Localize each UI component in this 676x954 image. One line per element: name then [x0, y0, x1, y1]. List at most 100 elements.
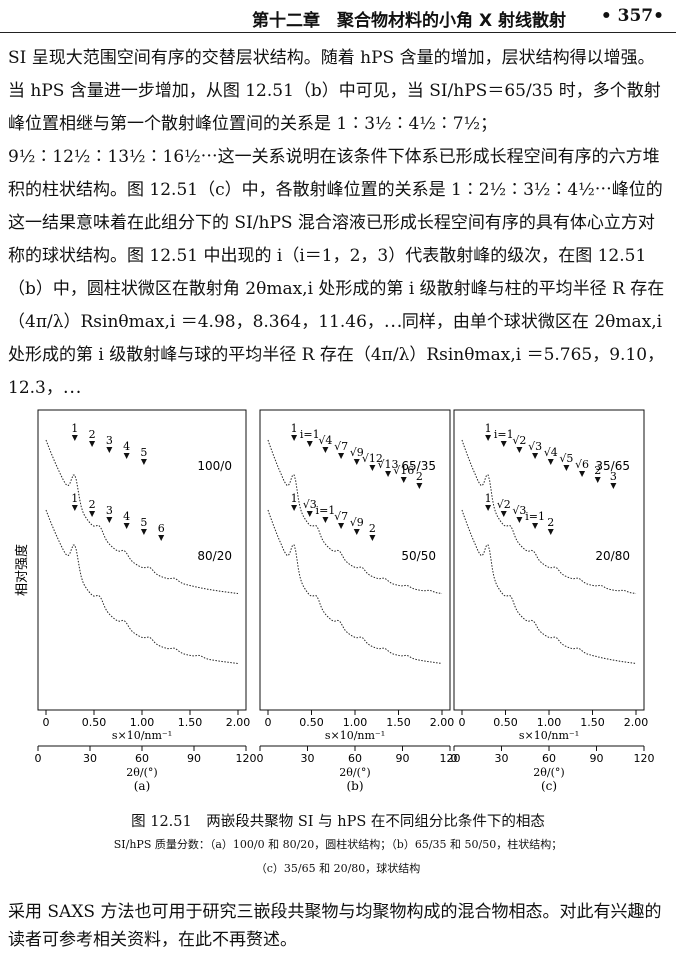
peak-label: 4 [123, 510, 130, 523]
peak-arrow [322, 447, 329, 453]
peak-arrow [71, 505, 78, 511]
theta-tick-label: 90 [590, 752, 604, 765]
peak-arrow [547, 529, 554, 535]
peak-label: √13 [378, 458, 399, 471]
peak-arrow [89, 511, 96, 517]
peak-label: 2 [594, 464, 601, 477]
peak-label: 3 [106, 504, 113, 517]
peak-arrow [306, 441, 313, 447]
peak-label: 2 [547, 516, 554, 529]
theta-tick-label: 30 [301, 752, 315, 765]
peak-label: 1 [485, 422, 492, 435]
peak-label: 1 [485, 492, 492, 505]
theta-tick-label: 60 [135, 752, 149, 765]
peak-label: √3 [512, 504, 526, 517]
saxs-curve [45, 509, 239, 664]
peak-arrow [89, 441, 96, 447]
s-tick-label: 0.50 [299, 716, 324, 729]
peak-label: 2 [416, 470, 423, 483]
peak-arrow [532, 453, 539, 459]
s-tick-label: 1.00 [130, 716, 155, 729]
peak-arrow [140, 459, 147, 465]
s-tick-label: 2.00 [226, 716, 251, 729]
peak-arrow [400, 477, 407, 483]
theta-tick-label: 60 [348, 752, 362, 765]
peak-arrow [485, 435, 492, 441]
peak-label: √16 [393, 464, 414, 477]
composition-label: 50/50 [401, 549, 436, 563]
theta-tick-label: 120 [634, 752, 655, 765]
peak-arrow [353, 459, 360, 465]
theta-tick-label: 30 [495, 752, 509, 765]
theta-axis-label: 2θ/(°) [339, 766, 370, 779]
saxs-curve [461, 439, 637, 594]
body-text: SI 呈现大范围空间有序的交替层状结构。随着 hPS 含量的增加，层状结构得以增… [8, 42, 668, 405]
composition-label: 65/35 [401, 459, 436, 473]
theta-axis-label: 2θ/(°) [126, 766, 157, 779]
s-tick-label: 2.00 [624, 716, 649, 729]
peak-arrow [579, 471, 586, 477]
figure-caption: 图 12.51 两嵌段共聚物 SI 与 hPS 在不同组分比条件下的相态 [131, 814, 545, 830]
peak-label: √5 [559, 452, 573, 465]
saxs-curve [267, 509, 443, 664]
peak-arrow [547, 459, 554, 465]
peak-arrow [500, 511, 507, 517]
theta-tick-label: 120 [236, 752, 257, 765]
closing-paragraph: 采用 SAXS 方法也可用于研究三嵌段共聚物与均聚物构成的混合物相态。对此有兴趣… [8, 902, 662, 950]
s-tick-label: 0 [459, 716, 466, 729]
peak-arrow [532, 523, 539, 529]
panel-label: (a) [134, 779, 151, 793]
peak-label: √3 [528, 440, 542, 453]
peak-arrow [322, 517, 329, 523]
page-number: • 357• [600, 6, 664, 26]
page-header: 第十二章 聚合物材料的小角 X 射线散射 • 357• [0, 0, 676, 34]
s-tick-label: 2.00 [430, 716, 455, 729]
peak-arrow [140, 529, 147, 535]
peak-label: √4 [544, 446, 558, 459]
figure-note-1: SI/hPS 质量分数：（a）100/0 和 80/20，圆柱状结构；（b）65… [113, 838, 563, 851]
s-tick-label: 1.50 [580, 716, 605, 729]
peak-label: 5 [140, 446, 147, 459]
theta-tick-label: 120 [440, 752, 461, 765]
peak-arrow [500, 441, 507, 447]
s-axis-label: s×10/nm⁻¹ [519, 729, 579, 742]
peak-arrow [291, 435, 298, 441]
composition-label: 20/80 [595, 549, 630, 563]
s-tick-label: 0 [43, 716, 50, 729]
theta-axis-label: 2θ/(°) [533, 766, 564, 779]
peak-arrow [106, 517, 113, 523]
theta-tick-label: 0 [257, 752, 264, 765]
peak-label: √2 [497, 498, 511, 511]
figure-note-2: （c）35/65 和 20/80，球状结构 [255, 862, 421, 875]
peak-label: √7 [334, 440, 348, 453]
peak-arrow [610, 483, 617, 489]
peak-label: √9 [350, 446, 364, 459]
peak-label: √4 [318, 434, 332, 447]
peak-label: √7 [334, 510, 348, 523]
peak-label: 2 [369, 522, 376, 535]
theta-tick-label: 90 [187, 752, 201, 765]
peak-label: √3 [303, 498, 317, 511]
saxs-curve [461, 509, 637, 664]
peak-arrow [516, 447, 523, 453]
peak-label: 3 [106, 434, 113, 447]
theta-tick-label: 0 [451, 752, 458, 765]
header-rule [0, 32, 676, 33]
peak-arrow [338, 523, 345, 529]
peak-label: √6 [575, 458, 589, 471]
peak-arrow [353, 529, 360, 535]
peak-label: 6 [158, 522, 165, 535]
peak-arrow [369, 465, 376, 471]
peak-label: √2 [512, 434, 526, 447]
theta-tick-label: 30 [83, 752, 97, 765]
y-axis-label: 相对强度 [14, 544, 30, 596]
s-tick-label: 1.50 [386, 716, 411, 729]
peak-arrow [485, 505, 492, 511]
s-axis-label: s×10/nm⁻¹ [112, 729, 172, 742]
peak-label: √9 [350, 516, 364, 529]
peak-arrow [416, 483, 423, 489]
panel-label: (b) [346, 779, 363, 793]
s-tick-label: 0.50 [493, 716, 518, 729]
peak-label: 5 [140, 516, 147, 529]
peak-label: 1 [71, 422, 78, 435]
